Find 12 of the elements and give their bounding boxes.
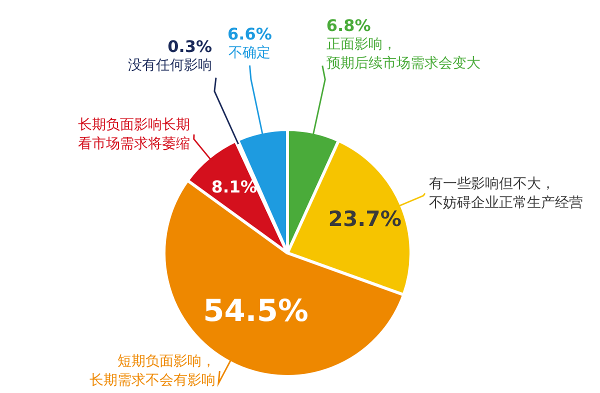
slice-label: 不确定 <box>228 45 271 62</box>
slice-label: 长期负面影响长期看市场需求将萎缩 <box>78 117 190 152</box>
data-label: 23.7% <box>328 206 402 231</box>
data-label: 6.6% <box>228 24 272 44</box>
slice-label: 没有任何影响 <box>128 57 212 74</box>
data-label: 8.1% <box>211 177 257 196</box>
slice-label: 有一些影响但不大，不妨碍企业正常生产经营 <box>428 176 583 212</box>
slice-label: 短期负面影响，长期需求不会有影响 <box>90 354 216 389</box>
data-label: 6.8% <box>326 16 371 35</box>
data-label: 0.3% <box>168 36 212 56</box>
slice-label: 正面影响，预期后续市场需求会变大 <box>326 36 480 72</box>
data-label: 54.5% <box>203 294 308 329</box>
